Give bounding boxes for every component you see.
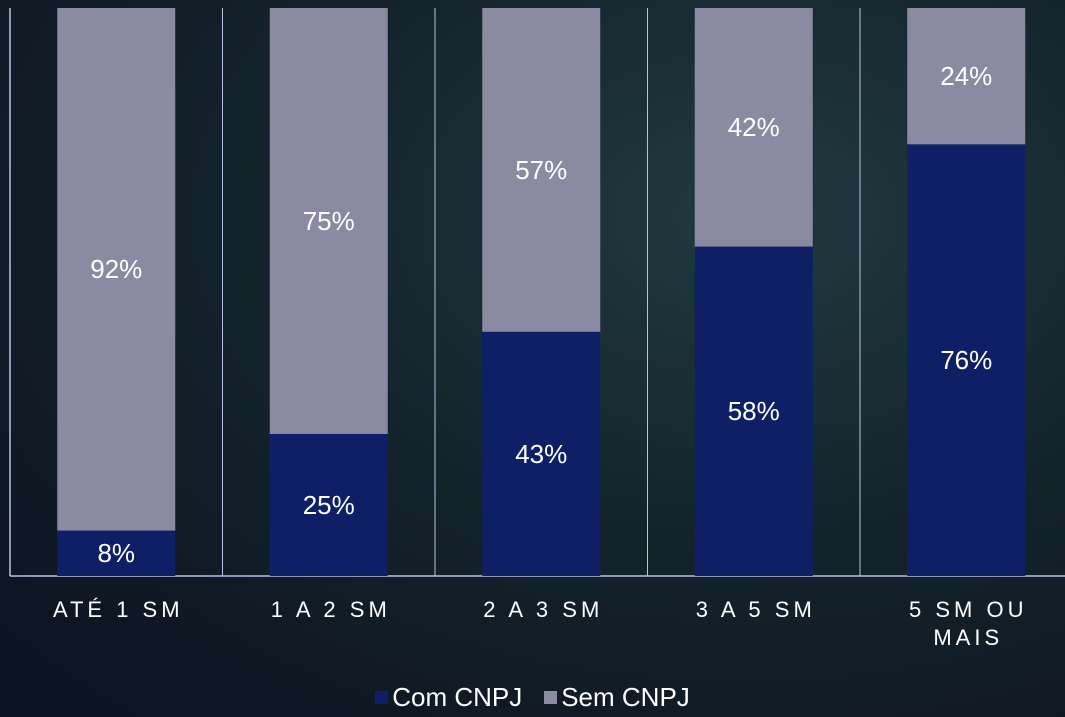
bar-segment bbox=[57, 8, 176, 531]
value-label: 43% bbox=[515, 439, 567, 469]
x-tick-label: ATÉ 1 SM bbox=[52, 597, 184, 622]
bar-segment bbox=[482, 331, 601, 576]
value-label: 57% bbox=[515, 155, 567, 185]
legend-swatch bbox=[544, 691, 558, 704]
bar-segment bbox=[907, 8, 1026, 145]
bar-segment bbox=[482, 8, 601, 332]
bar-segment bbox=[694, 246, 813, 576]
legend: Com CNPJ Sem CNPJ bbox=[0, 682, 1065, 713]
bar-segment bbox=[57, 530, 176, 576]
value-label: 8% bbox=[97, 538, 135, 568]
bar-segment bbox=[269, 8, 388, 434]
bar-segment bbox=[694, 8, 813, 247]
value-label: 76% bbox=[940, 345, 992, 375]
bar-segment bbox=[269, 434, 388, 576]
value-label: 58% bbox=[728, 396, 780, 426]
x-tick-label: 1 A 2 SM bbox=[270, 597, 391, 622]
value-label: 42% bbox=[728, 112, 780, 142]
x-tick-label: 3 A 5 SM bbox=[695, 597, 816, 622]
legend-label: Sem CNPJ bbox=[561, 682, 690, 712]
value-label: 92% bbox=[90, 254, 142, 284]
value-label: 25% bbox=[303, 490, 355, 520]
legend-item: Com CNPJ bbox=[375, 682, 522, 713]
legend-swatch bbox=[375, 691, 389, 704]
value-label: 75% bbox=[303, 206, 355, 236]
x-tick-label: 5 SM OU MAIS bbox=[909, 597, 1028, 650]
legend-label: Com CNPJ bbox=[392, 682, 523, 712]
legend-item: Sem CNPJ bbox=[544, 682, 690, 713]
bar-segment bbox=[907, 144, 1026, 576]
x-tick-label: 2 A 3 SM bbox=[483, 597, 604, 622]
value-label: 24% bbox=[940, 61, 992, 91]
